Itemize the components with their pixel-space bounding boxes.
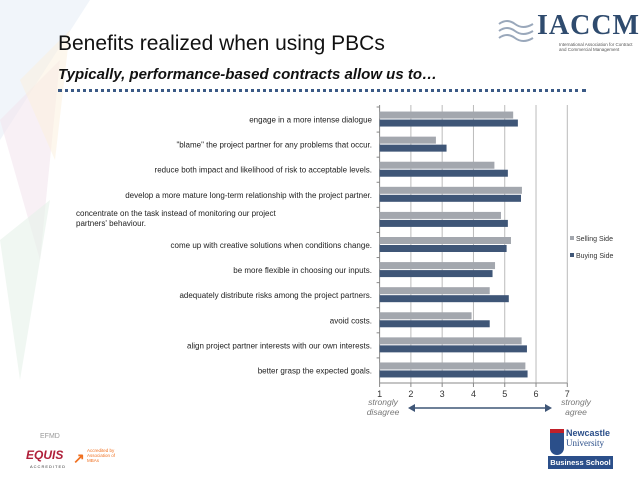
legend-swatch: [570, 253, 574, 257]
bar-selling-side: [379, 337, 522, 345]
arrow-right-icon: [545, 404, 552, 412]
bar-selling-side: [379, 111, 514, 119]
newcastle-logo: Newcastle University Business School: [548, 428, 613, 472]
bar-selling-side: [379, 262, 496, 270]
category-label: engage in a more intense dialogue: [249, 116, 372, 125]
legend-swatch: [570, 236, 574, 240]
category-label: avoid costs.: [330, 316, 372, 325]
bar-buying-side: [379, 219, 508, 227]
bar-buying-side: [379, 345, 527, 353]
amba-text: Accredited by Association of MBAs: [87, 448, 116, 463]
category-label: better grasp the expected goals.: [258, 366, 372, 375]
bar-buying-side: [379, 320, 490, 328]
business-school-text: Business School: [548, 456, 613, 469]
x-right-label-cont: agree: [565, 407, 587, 417]
x-tick-label: 4: [471, 389, 476, 399]
arrow-left-icon: [408, 404, 415, 412]
legend-label: Buying Side: [576, 253, 613, 260]
efmd-text: EFMD: [40, 433, 60, 440]
category-label: reduce both impact and likelihood of ris…: [155, 166, 372, 175]
bar-selling-side: [379, 186, 522, 194]
logo-subtext: International Association for Contract a…: [559, 42, 633, 52]
bar-buying-side: [379, 270, 493, 278]
amba-arrow-icon: ↗: [73, 450, 85, 466]
x-tick-label: 3: [440, 389, 445, 399]
bar-buying-side: [379, 144, 447, 152]
x-left-label: strongly: [368, 397, 399, 407]
category-label: come up with creative solutions when con…: [171, 241, 372, 250]
category-label: develop a more mature long-term relation…: [125, 191, 372, 200]
bar-buying-side: [379, 370, 528, 378]
bar-selling-side: [379, 312, 472, 320]
shield-icon: [550, 429, 564, 455]
bar-buying-side: [379, 295, 509, 303]
x-tick-label: 6: [534, 389, 539, 399]
bar-selling-side: [379, 211, 501, 219]
equis-sub: ACCREDITED: [30, 464, 67, 469]
x-left-label-cont: disagree: [367, 407, 400, 417]
bar-selling-side: [379, 362, 526, 370]
slide-title: Benefits realized when using PBCs: [58, 32, 385, 55]
bar-selling-side: [379, 161, 495, 169]
category-label: align project partner interests with our…: [187, 341, 372, 350]
logo-text: IACCM: [537, 10, 640, 41]
category-label: adequately distribute risks among the pr…: [179, 291, 372, 300]
equis-text: EQUIS: [26, 448, 64, 462]
x-tick-label: 1: [377, 389, 382, 399]
bar-selling-side: [379, 136, 436, 144]
category-label: "blame" the project partner for any prob…: [176, 141, 372, 150]
bar-buying-side: [379, 194, 522, 202]
bar-selling-side: [379, 237, 511, 244]
x-tick-label: 7: [565, 389, 570, 399]
dotted-divider: [58, 89, 586, 92]
iaccm-logo: IACCM International Association for Cont…: [497, 8, 640, 58]
bar-buying-side: [379, 119, 518, 127]
legend-label: Selling Side: [576, 236, 613, 243]
x-tick-label: 5: [502, 389, 507, 399]
category-label: concentrate on the task instead of monit…: [76, 209, 276, 218]
x-right-label: strongly: [561, 397, 592, 407]
x-tick-label: 2: [408, 389, 413, 399]
bar-buying-side: [379, 169, 508, 177]
efmd-logo: EFMD EQUIS ACCREDITED: [22, 428, 82, 469]
category-label: be more flexible in choosing our inputs.: [233, 266, 372, 275]
wave-icon: [498, 20, 534, 42]
newcastle-text: Newcastle: [566, 428, 611, 438]
bar-buying-side: [379, 245, 507, 252]
bar-selling-side: [379, 287, 490, 295]
category-label-cont: partners' behaviour.: [76, 219, 146, 228]
university-text: University: [566, 438, 604, 448]
slide-subtitle: Typically, performance-based contracts a…: [58, 66, 437, 83]
